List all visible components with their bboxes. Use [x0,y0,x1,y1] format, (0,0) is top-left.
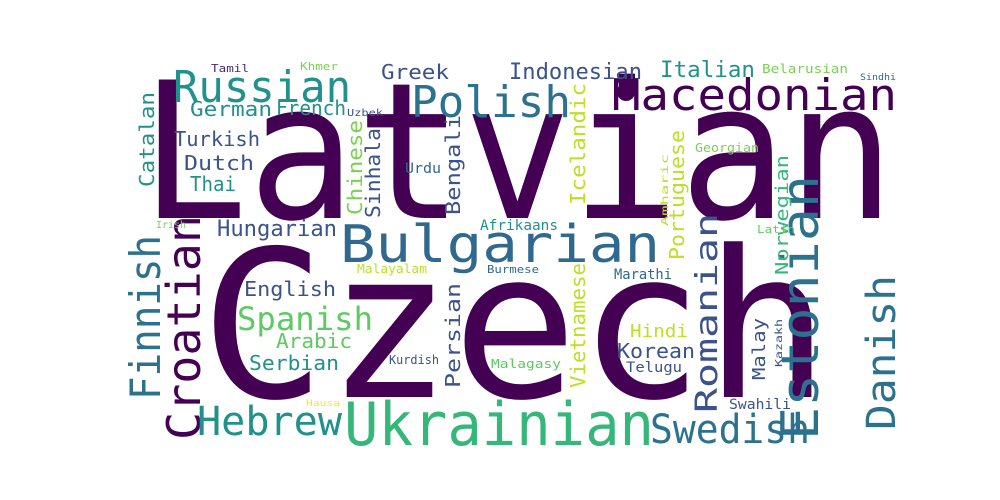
word-kazakh: Kazakh [774,319,785,367]
word-hebrew: Hebrew [197,399,343,445]
word-spanish: Spanish [237,300,373,338]
word-portuguese: Portuguese [665,130,689,260]
word-korean: Korean [617,339,695,363]
word-estonian: Estonian [771,175,831,440]
word-turkish: Turkish [174,127,260,151]
word-georgian: Georgian [695,141,759,155]
word-chinese: Chinese [343,120,367,215]
word-sindhi: Sindhi [860,73,896,83]
word-uzbek: Uzbek [347,108,383,119]
word-french: French [276,96,346,120]
word-khmer: Khmer [300,60,338,73]
word-marathi: Marathi [614,267,672,283]
word-irish: Irish [156,220,186,231]
word-english: English [244,277,336,301]
word-afrikaans: Afrikaans [480,218,558,234]
word-indonesian: Indonesian [509,60,642,85]
word-norwegian: Norwegian [772,155,793,275]
word-malay: Malay [749,318,770,380]
word-hungarian: Hungarian [217,217,337,242]
word-kurdish: Kurdish [389,353,439,367]
word-tamil: Tamil [211,62,249,75]
word-malagasy: Malagasy [491,357,561,371]
word-hindi: Hindi [630,321,688,342]
word-german: German [190,97,272,121]
word-swahili: Swahili [729,397,791,413]
dot-mark [617,83,635,101]
word-latvian: Latvian [140,42,895,263]
word-vietnamese: Vietnamese [566,263,590,388]
word-catalan: Catalan [135,92,159,187]
word-ukrainian: Ukrainian [344,390,654,460]
word-belarusian: Belarusian [762,62,848,76]
word-russian: Russian [173,62,351,113]
word-bulgarian: Bulgarian [340,215,660,275]
word-polish: Polish [411,77,571,128]
word-swedish: Swedish [650,407,810,453]
word-burmese: Burmese [487,263,539,276]
word-italian: Italian [660,58,755,83]
word-icelandic: Icelandic [566,83,590,205]
word-danish: Danish [859,275,905,430]
word-latin: Latin [757,223,795,236]
word-bengali: Bengali [441,115,465,215]
word-finnish: Finnish [121,235,170,400]
word-urdu: Urdu [405,161,441,177]
word-amharic: Amharic [660,154,671,226]
word-romanian: Romanian [690,213,725,413]
word-croatian: Croatian [157,215,211,440]
word-serbian: Serbian [249,351,339,375]
word-macedonian: Macedonian [612,70,897,121]
word-arabic: Arabic [276,329,352,353]
word-czech: Czech [200,208,830,446]
word-dutch: Dutch [184,151,254,175]
word-malayalam: Malayalam [357,262,427,276]
word-sinhala: Sinhala [361,128,385,218]
word-hausa: Hausa [306,399,340,409]
word-persian: Persian [441,283,465,388]
word-thai: Thai [190,172,236,196]
word-greek: Greek [381,60,449,84]
word-telugu: Telugu [626,360,682,376]
